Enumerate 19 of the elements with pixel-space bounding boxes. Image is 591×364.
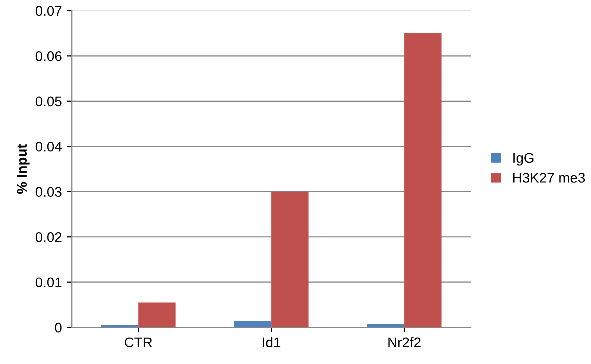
y-tick-label: 0.02: [36, 232, 62, 242]
y-tick-label: 0.07: [36, 6, 62, 16]
bar: [138, 302, 176, 328]
y-tick-label: 0.01: [36, 278, 62, 288]
y-tick-label: 0: [55, 322, 62, 333]
legend-label: H3K27 me3: [513, 173, 586, 183]
x-tick-label: Id1: [263, 337, 281, 348]
y-tick-label: 0.06: [36, 51, 62, 62]
y-axis-title: % Input: [17, 144, 30, 194]
bar: [272, 192, 309, 328]
bar: [404, 34, 442, 328]
bar: [367, 324, 405, 328]
bar: [234, 321, 272, 328]
y-tick-label: 0.04: [36, 142, 62, 152]
y-tick-label: 0.05: [36, 96, 62, 107]
y-tick-label: 0.03: [36, 187, 62, 198]
legend-label: IgG: [514, 153, 534, 166]
x-tick-label: CTR: [125, 338, 152, 348]
x-tick-label: Nr2f2: [388, 337, 421, 348]
